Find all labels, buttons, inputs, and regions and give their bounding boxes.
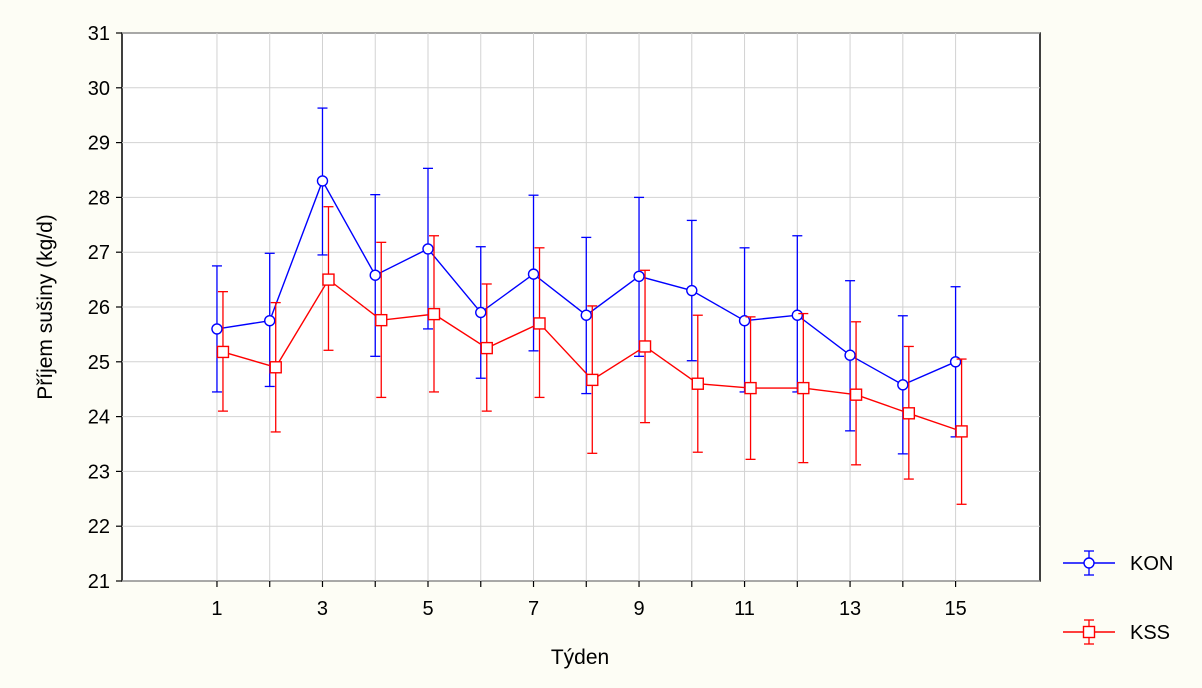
x-axis-label: Týden — [551, 646, 609, 669]
kss-point — [269, 361, 282, 374]
kss-point — [533, 317, 546, 330]
kss-point — [586, 373, 599, 387]
legend: KON KSS — [1063, 550, 1173, 645]
kon-point — [422, 243, 434, 255]
kon-point — [264, 315, 276, 327]
y-tick-label: 30 — [88, 78, 110, 100]
kon-point — [686, 284, 698, 297]
legend-label: KSS — [1130, 622, 1170, 644]
kss-point — [375, 313, 388, 327]
y-tick-label: 26 — [88, 297, 110, 319]
x-tick-label: 5 — [422, 598, 433, 620]
legend-item-kss: KSS — [1063, 619, 1170, 645]
y-tick-label: 29 — [88, 133, 110, 155]
x-tick-label: 1 — [211, 598, 222, 620]
kon-point — [791, 309, 804, 321]
y-tick-label: 24 — [88, 407, 110, 429]
kss-point — [322, 273, 335, 286]
series-kss — [216, 206, 968, 505]
kss-point — [849, 388, 863, 401]
kss-point — [480, 341, 493, 355]
y-axis-ticks: 21 22 23 24 25 26 27 28 29 30 31 — [88, 23, 122, 593]
kon-point — [844, 349, 856, 361]
kss-point — [955, 425, 968, 438]
x-tick-label: 9 — [633, 598, 644, 620]
kss-point — [216, 345, 230, 359]
kon-point — [527, 268, 540, 280]
x-tick-label: 15 — [944, 598, 966, 620]
y-axis-label: Příjem sušiny (kg/d) — [34, 214, 57, 400]
x-tick-label: 11 — [734, 598, 755, 620]
y-tick-label: 25 — [88, 352, 110, 374]
kon-point — [475, 306, 487, 319]
kon-point — [211, 323, 223, 335]
kss-point — [744, 381, 757, 395]
kss-point — [797, 381, 810, 395]
x-tick-label: 3 — [317, 598, 328, 620]
y-tick-label: 21 — [88, 571, 110, 593]
kon-point — [949, 356, 962, 368]
kon-point — [738, 315, 751, 327]
kon-point — [369, 269, 381, 281]
y-tick-label: 27 — [88, 242, 110, 264]
series-layer — [211, 107, 968, 505]
y-tick-label: 31 — [88, 23, 110, 45]
x-axis-ticks: 1 3 5 7 9 11 13 15 — [211, 581, 967, 620]
kss-point — [691, 377, 704, 390]
kon-point — [633, 270, 645, 283]
x-tick-label: 7 — [528, 598, 539, 620]
legend-label: KON — [1130, 553, 1173, 575]
x-tick-label: 13 — [839, 598, 861, 620]
legend-marker — [1082, 625, 1096, 639]
kss-point — [638, 340, 652, 353]
kon-point — [580, 309, 592, 321]
y-tick-label: 23 — [88, 461, 110, 483]
kon-point — [897, 379, 909, 391]
legend-marker — [1083, 557, 1095, 569]
kss-point — [427, 307, 441, 321]
y-tick-label: 22 — [88, 516, 110, 538]
kon-point — [316, 175, 329, 187]
kss-point — [902, 407, 916, 420]
legend-item-kon: KON — [1063, 550, 1173, 576]
y-tick-label: 28 — [88, 187, 110, 209]
